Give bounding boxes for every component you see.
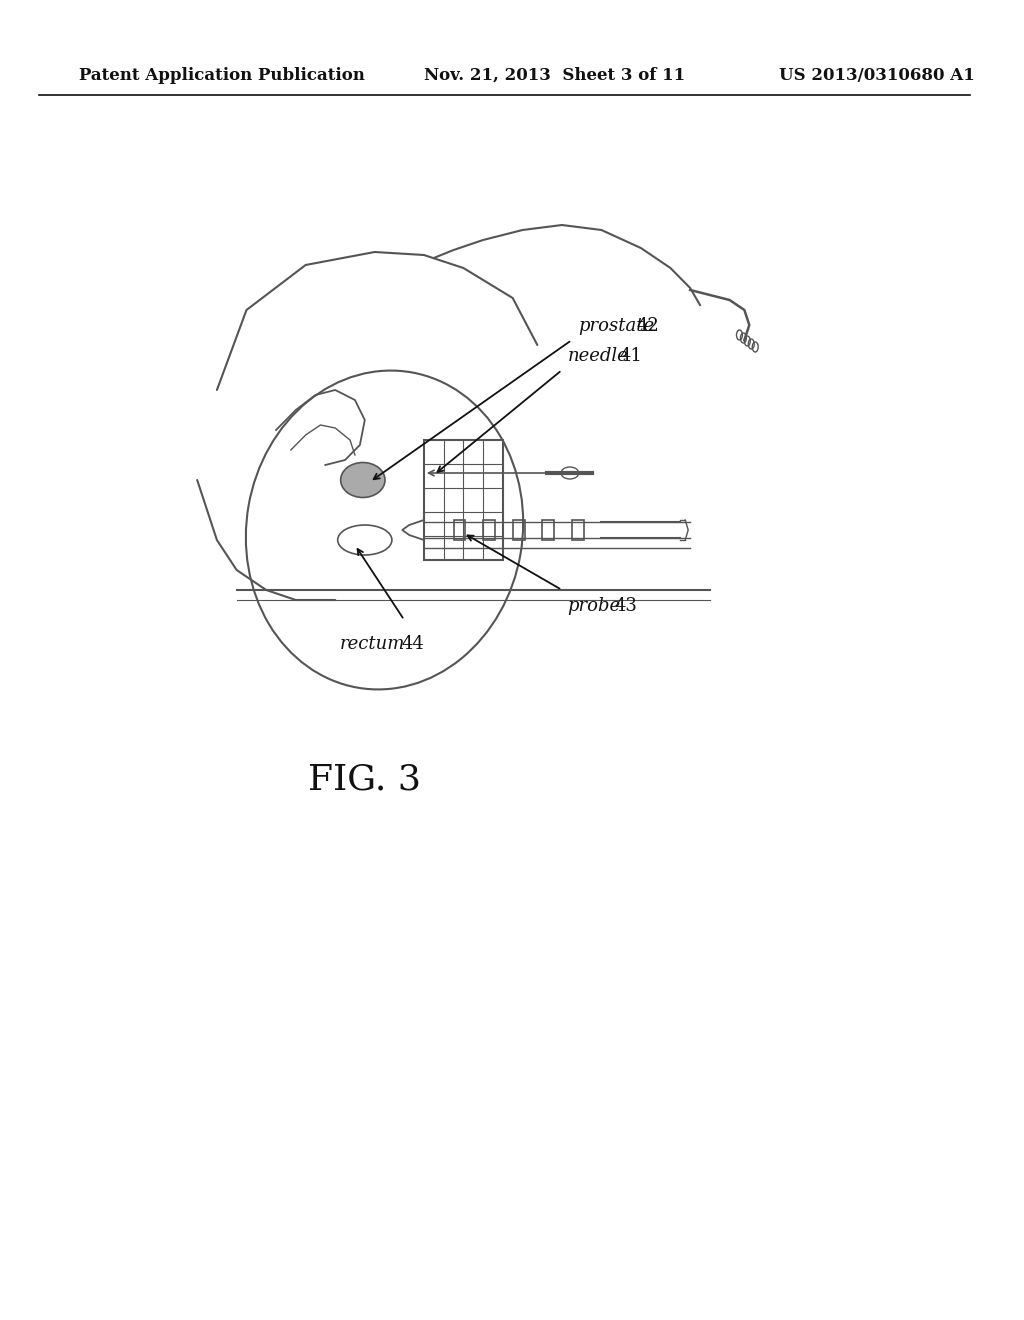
Text: 43: 43 bbox=[614, 597, 637, 615]
Bar bbox=[483, 520, 495, 540]
Bar bbox=[571, 520, 584, 540]
Text: FIG. 3: FIG. 3 bbox=[308, 763, 421, 797]
Bar bbox=[513, 520, 524, 540]
Text: prostate: prostate bbox=[578, 317, 654, 335]
Bar bbox=[543, 520, 554, 540]
Text: 42: 42 bbox=[637, 317, 659, 335]
Ellipse shape bbox=[341, 462, 385, 498]
Text: Patent Application Publication: Patent Application Publication bbox=[79, 66, 365, 83]
Text: US 2013/0310680 A1: US 2013/0310680 A1 bbox=[779, 66, 975, 83]
Text: 44: 44 bbox=[401, 635, 424, 653]
Text: needle: needle bbox=[568, 347, 629, 366]
Text: 41: 41 bbox=[620, 347, 642, 366]
Bar bbox=[454, 520, 465, 540]
Text: rectum: rectum bbox=[340, 635, 406, 653]
Bar bbox=[424, 440, 503, 560]
Text: probe: probe bbox=[567, 597, 621, 615]
Text: Nov. 21, 2013  Sheet 3 of 11: Nov. 21, 2013 Sheet 3 of 11 bbox=[424, 66, 685, 83]
